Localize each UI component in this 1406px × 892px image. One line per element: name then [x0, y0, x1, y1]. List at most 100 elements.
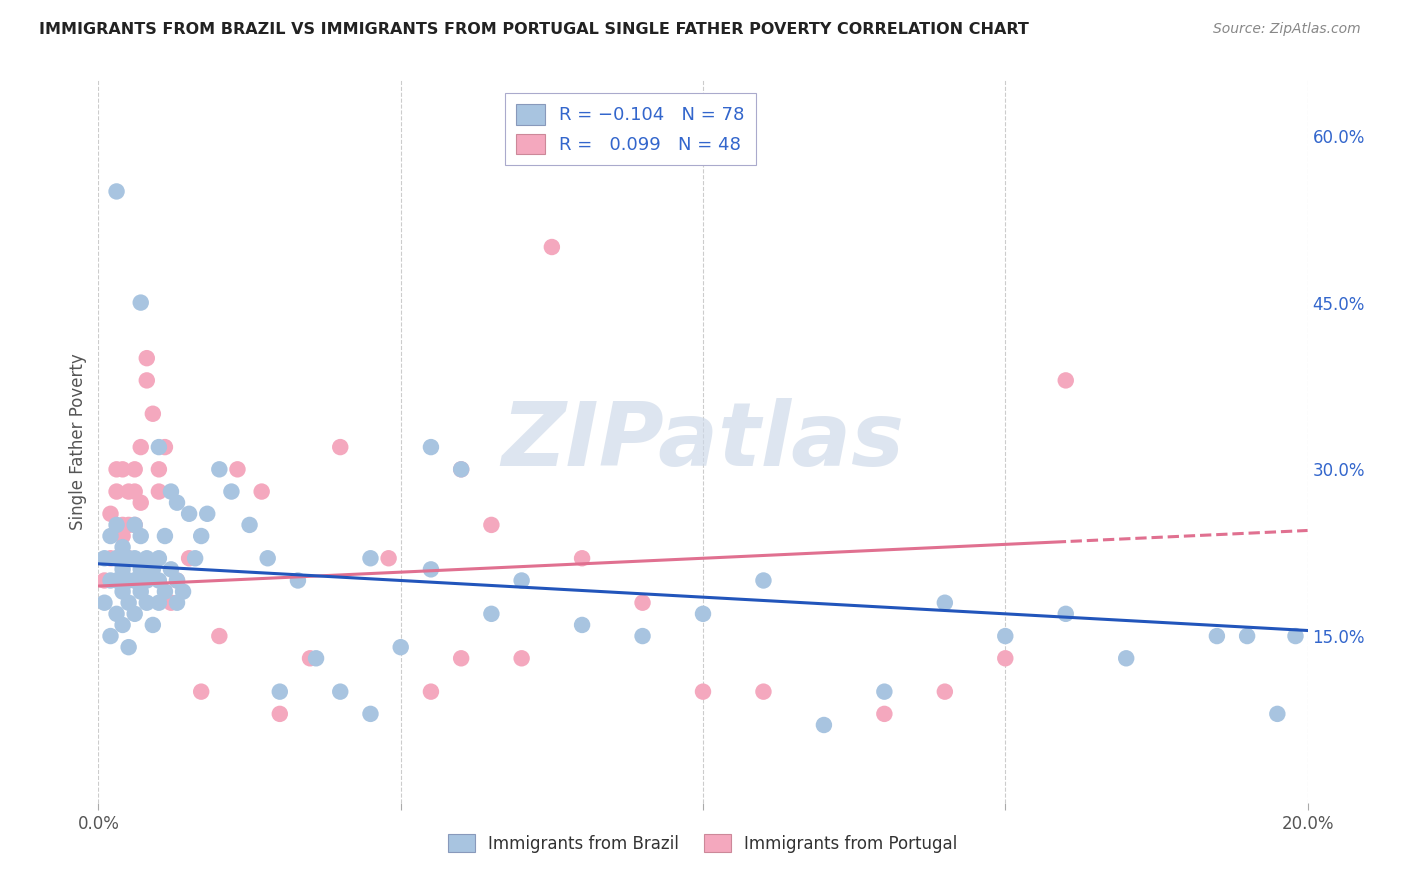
Point	[184, 551, 207, 566]
Point	[239, 517, 262, 532]
Text: Source: ZipAtlas.com: Source: ZipAtlas.com	[1213, 22, 1361, 37]
Point	[481, 517, 503, 532]
Point	[129, 584, 152, 599]
Point	[148, 440, 170, 454]
Point	[873, 684, 896, 698]
Point	[118, 596, 141, 610]
Point	[540, 240, 562, 254]
Point	[250, 484, 273, 499]
Point	[105, 551, 128, 566]
Point	[111, 584, 134, 599]
Text: IMMIGRANTS FROM BRAZIL VS IMMIGRANTS FROM PORTUGAL SINGLE FATHER POVERTY CORRELA: IMMIGRANTS FROM BRAZIL VS IMMIGRANTS FRO…	[39, 22, 1029, 37]
Point	[934, 596, 956, 610]
Point	[299, 651, 322, 665]
Point	[190, 684, 212, 698]
Text: ZIPatlas: ZIPatlas	[502, 398, 904, 485]
Point	[813, 718, 835, 732]
Point	[571, 618, 593, 632]
Point	[142, 618, 165, 632]
Point	[105, 462, 128, 476]
Point	[420, 440, 443, 454]
Point	[269, 684, 291, 698]
Point	[111, 529, 134, 543]
Point	[389, 640, 412, 655]
Point	[129, 496, 152, 510]
Point	[118, 640, 141, 655]
Point	[135, 373, 157, 387]
Point	[360, 551, 382, 566]
Point	[208, 462, 231, 476]
Point	[93, 574, 115, 588]
Point	[105, 607, 128, 621]
Point	[135, 574, 157, 588]
Point	[1267, 706, 1289, 721]
Point	[994, 651, 1017, 665]
Point	[360, 706, 382, 721]
Point	[100, 629, 122, 643]
Point	[450, 462, 472, 476]
Point	[571, 551, 593, 566]
Point	[129, 440, 152, 454]
Point	[153, 529, 176, 543]
Point	[153, 584, 176, 599]
Point	[1284, 629, 1306, 643]
Point	[148, 551, 170, 566]
Point	[100, 507, 122, 521]
Point	[142, 407, 165, 421]
Point	[148, 462, 170, 476]
Point	[692, 684, 714, 698]
Point	[305, 651, 328, 665]
Point	[179, 551, 201, 566]
Point	[124, 484, 146, 499]
Point	[172, 584, 194, 599]
Point	[105, 185, 128, 199]
Point	[118, 574, 141, 588]
Point	[1236, 629, 1258, 643]
Point	[377, 551, 399, 566]
Legend: Immigrants from Brazil, Immigrants from Portugal: Immigrants from Brazil, Immigrants from …	[441, 828, 965, 860]
Point	[105, 484, 128, 499]
Point	[111, 540, 134, 554]
Point	[994, 629, 1017, 643]
Point	[269, 706, 291, 721]
Point	[135, 596, 157, 610]
Point	[105, 574, 128, 588]
Point	[111, 562, 134, 576]
Point	[221, 484, 243, 499]
Point	[124, 462, 146, 476]
Point	[105, 551, 128, 566]
Point	[195, 507, 218, 521]
Point	[166, 496, 188, 510]
Point	[450, 651, 472, 665]
Point	[118, 484, 141, 499]
Point	[329, 440, 352, 454]
Point	[93, 551, 115, 566]
Point	[481, 607, 503, 621]
Point	[148, 484, 170, 499]
Point	[124, 517, 146, 532]
Point	[111, 618, 134, 632]
Point	[118, 551, 141, 566]
Point	[631, 596, 654, 610]
Point	[752, 684, 775, 698]
Point	[153, 440, 176, 454]
Point	[129, 295, 152, 310]
Point	[129, 562, 152, 576]
Point	[1115, 651, 1137, 665]
Point	[124, 517, 146, 532]
Point	[873, 706, 896, 721]
Point	[105, 517, 128, 532]
Point	[124, 551, 146, 566]
Point	[124, 574, 146, 588]
Point	[100, 551, 122, 566]
Y-axis label: Single Father Poverty: Single Father Poverty	[69, 353, 87, 530]
Point	[179, 507, 201, 521]
Point	[1054, 373, 1077, 387]
Point	[135, 551, 157, 566]
Point	[1054, 607, 1077, 621]
Point	[420, 562, 443, 576]
Point	[208, 629, 231, 643]
Point	[142, 562, 165, 576]
Point	[190, 529, 212, 543]
Point	[420, 684, 443, 698]
